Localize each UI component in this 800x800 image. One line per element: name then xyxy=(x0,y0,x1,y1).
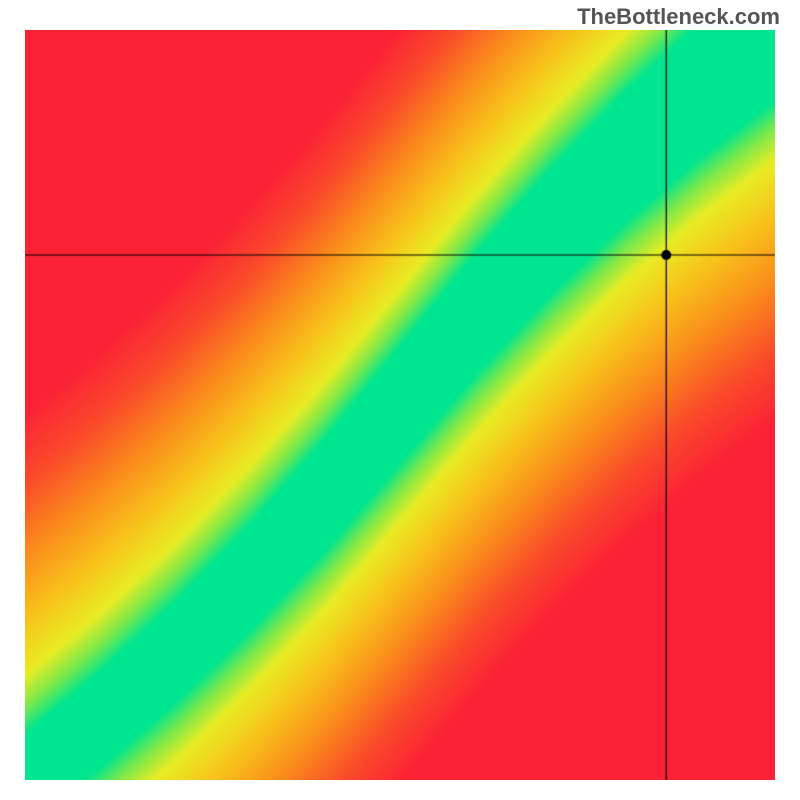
crosshair-overlay xyxy=(25,30,775,780)
chart-container: TheBottleneck.com xyxy=(0,0,800,800)
watermark-text: TheBottleneck.com xyxy=(577,4,780,30)
